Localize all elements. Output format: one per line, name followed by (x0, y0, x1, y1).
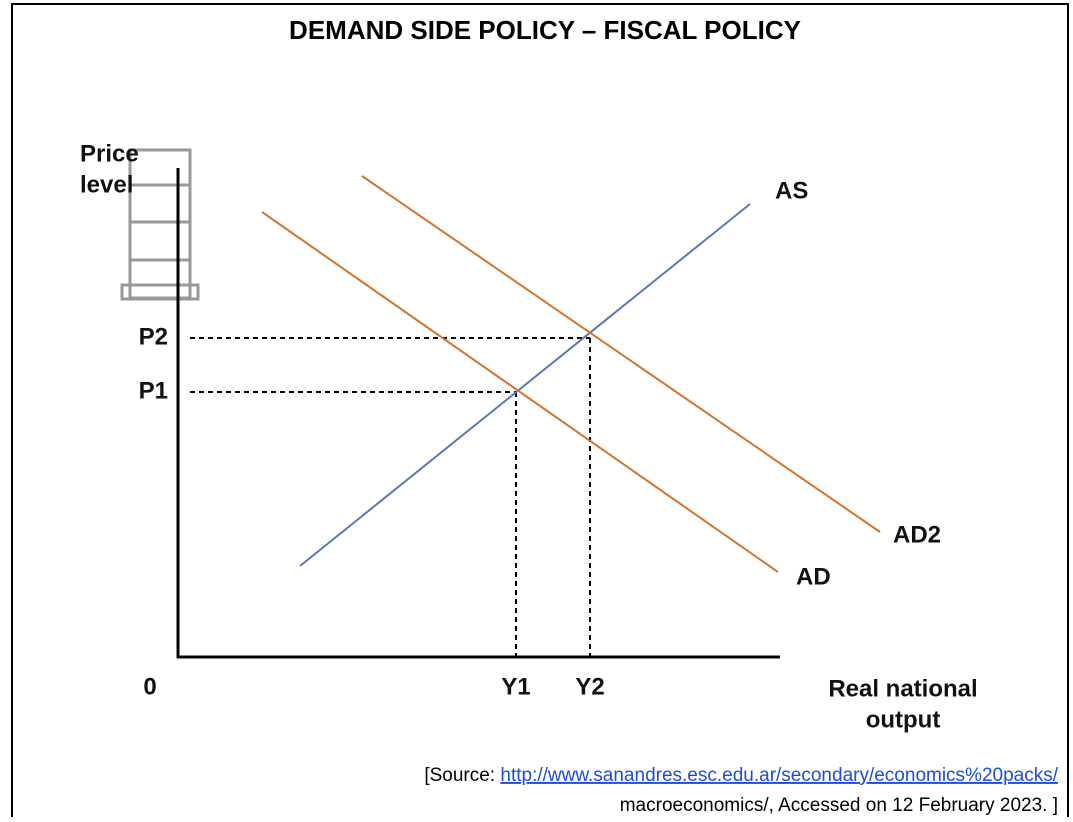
y-axis-label: level (80, 171, 133, 198)
ad-curve (262, 212, 778, 572)
output-label: Y1 (501, 673, 530, 700)
as-curve (300, 204, 750, 566)
tower-icon (122, 150, 198, 299)
origin-label: 0 (143, 673, 156, 700)
source-link[interactable]: http://www.sanandres.esc.edu.ar/secondar… (500, 765, 1058, 786)
ad2-curve (362, 176, 880, 532)
title: DEMAND SIDE POLICY – FISCAL POLICY (289, 15, 801, 45)
source-prefix: [Source: (424, 765, 500, 786)
guides (190, 338, 590, 657)
curve-label: AD2 (893, 521, 941, 548)
page: DEMAND SIDE POLICY – FISCAL POLICY Price… (0, 0, 1073, 822)
x-axis-label: Real national (828, 675, 977, 702)
x-axis-label: output (866, 706, 941, 733)
source-line2: macroeconomics/, Accessed on 12 February… (620, 795, 1058, 816)
diagram: DEMAND SIDE POLICY – FISCAL POLICY Price… (0, 0, 1073, 817)
output-label: Y2 (575, 673, 604, 700)
price-label: P2 (139, 323, 168, 350)
curve-label: AS (775, 177, 808, 204)
source: [Source: http://www.sanandres.esc.edu.ar… (424, 765, 1058, 786)
y-axis-label: Price (80, 140, 139, 167)
price-label: P1 (139, 377, 168, 404)
curve-label: AD (796, 563, 831, 590)
